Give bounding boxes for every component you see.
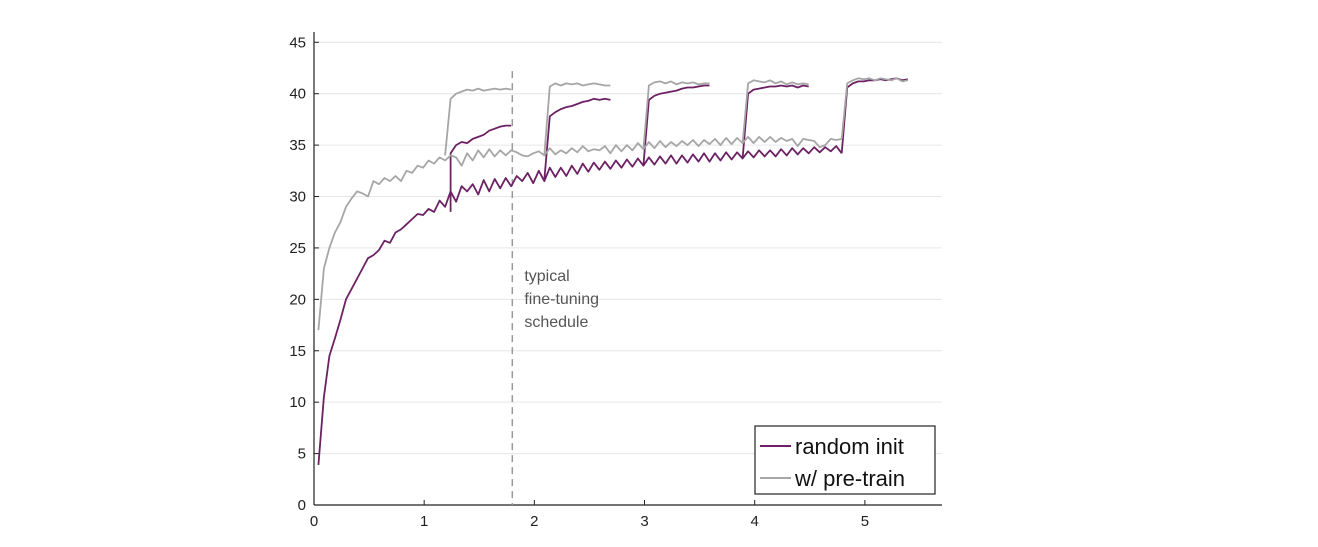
annotation-text: schedule (524, 314, 588, 331)
grid-lines (314, 41, 942, 455)
x-tick-label: 3 (640, 513, 648, 530)
y-tick-label: 45 (289, 34, 306, 51)
series-random-init (317, 77, 908, 465)
x-tick-label: 4 (751, 513, 759, 530)
series-line (840, 77, 908, 139)
legend: random init w/ pre-train (754, 425, 936, 495)
legend-label: random init (795, 434, 904, 459)
y-tick-label: 25 (289, 240, 306, 257)
series-line (840, 77, 908, 154)
y-tick-label: 30 (289, 189, 306, 206)
x-tick-label: 2 (530, 513, 538, 530)
y-tick-label: 10 (289, 394, 306, 411)
y-tick-label: 0 (298, 497, 306, 514)
series-line (741, 79, 809, 144)
series-line (741, 84, 809, 159)
y-tick-label: 20 (289, 291, 306, 308)
x-tick-label: 5 (861, 513, 869, 530)
series-line (642, 80, 710, 150)
series-w-pre-train (317, 77, 908, 331)
legend-box (754, 425, 936, 495)
x-tick-label: 1 (420, 513, 428, 530)
series-lines (317, 77, 908, 465)
series-line (317, 136, 842, 331)
y-tick-label: 35 (289, 137, 306, 154)
annotation-text: typical (524, 268, 569, 285)
series-line (444, 87, 512, 156)
y-tick-label: 40 (289, 86, 306, 103)
annotation-text: fine-tuning (524, 291, 599, 308)
y-tick-label: 15 (289, 343, 306, 360)
series-line (317, 145, 843, 465)
legend-label: w/ pre-train (794, 466, 905, 491)
annotation-group: typical fine-tuning schedule (511, 71, 599, 505)
x-tick-label: 0 (310, 513, 318, 530)
series-line (449, 124, 512, 212)
series-line (642, 84, 710, 166)
y-tick-label: 5 (298, 446, 306, 463)
series-line (543, 97, 611, 181)
series-line (543, 82, 611, 156)
